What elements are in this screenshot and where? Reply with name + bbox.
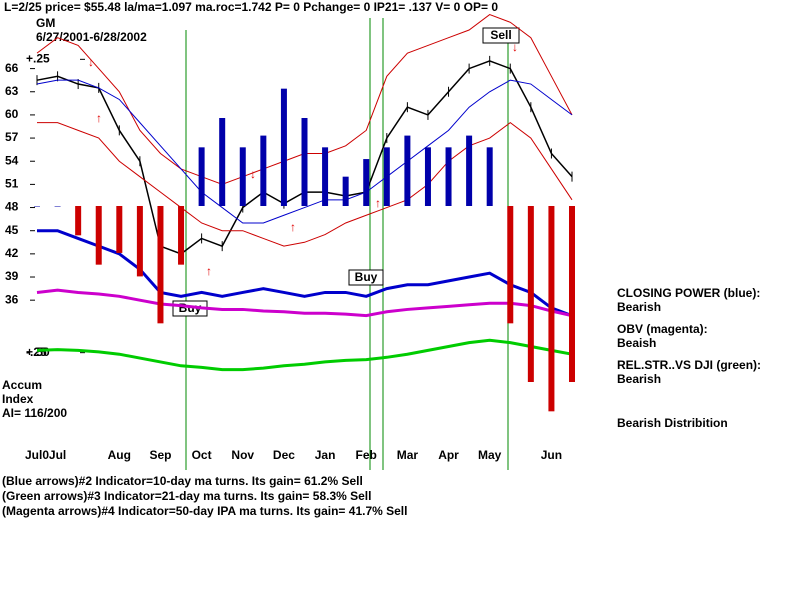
- x-tick-label: Sep: [149, 448, 171, 462]
- y-tick-label: 63: [5, 84, 19, 98]
- accum-label: Index: [2, 392, 34, 406]
- accum-bar: [116, 206, 123, 253]
- y-tick-label: 45: [5, 223, 19, 237]
- accum-bar: [34, 206, 40, 207]
- accum-bar: [445, 147, 452, 206]
- signal-box: [348, 269, 384, 286]
- accum-bar: [404, 135, 411, 206]
- accum-bar: [486, 147, 493, 206]
- accum-bar: [424, 147, 431, 206]
- x-tick-label: Jun: [541, 448, 562, 462]
- arrow: ↓: [512, 40, 518, 54]
- y-tick-label: 54: [5, 153, 19, 167]
- accum-bar: [569, 206, 575, 382]
- accum-bar: [322, 147, 329, 206]
- header-line: L=2/25 price= $55.48 la/ma=1.097 ma.roc=…: [4, 0, 498, 14]
- accum-bar: [548, 206, 555, 412]
- legend-entry: REL.STR..VS DJI (green):: [617, 358, 761, 372]
- series-line: [37, 229, 573, 318]
- arrow: ↓: [250, 167, 256, 181]
- series-line: [36, 288, 573, 318]
- x-tick-label: Dec: [273, 448, 295, 462]
- arrow: ↑: [290, 220, 296, 234]
- y-tick-label: 57: [5, 130, 19, 144]
- arrow: ↑: [96, 111, 102, 125]
- legend-entry: OBV (magenta):: [617, 322, 708, 336]
- footer-line: (Magenta arrows)#4 Indicator=50-day IPA …: [2, 504, 407, 518]
- signal-lines: [185, 18, 509, 470]
- accum-bar: [383, 147, 390, 206]
- accum-bar: [178, 206, 185, 265]
- legend-entry: CLOSING POWER (blue):: [617, 286, 760, 300]
- series-line: [36, 338, 573, 372]
- arrow: ↑: [375, 196, 381, 210]
- accum-bar: [239, 147, 246, 206]
- accum-bar: [527, 206, 534, 382]
- legend-status: Bearish: [617, 300, 661, 314]
- accum-bar: [95, 206, 102, 265]
- series-line: [37, 122, 573, 247]
- y-tick-label: 48: [5, 200, 19, 214]
- y2-tick-label: +.25: [26, 52, 50, 66]
- x-tick-label: Oct: [192, 448, 212, 462]
- accum-bar: [54, 206, 61, 207]
- x-tick-label: Jan: [315, 448, 336, 462]
- accum-bar: [219, 118, 226, 206]
- accum-bar: [342, 176, 349, 206]
- y-tick-label: 66: [5, 61, 19, 75]
- accum-bar: [198, 147, 205, 206]
- accum-bar: [260, 135, 267, 206]
- signal-label: Buy: [355, 270, 378, 284]
- accum-bar: [363, 159, 370, 206]
- accum-bar: [280, 88, 287, 206]
- legend-status: Bearish: [617, 372, 661, 386]
- symbol: GM: [36, 16, 55, 30]
- x-tick-label: Jul0: [25, 448, 49, 462]
- x-tick-label: May: [478, 448, 502, 462]
- x-tick-label: Mar: [397, 448, 419, 462]
- accum-label: AI= 116/200: [2, 406, 67, 420]
- y2-tick-label: -.25: [26, 345, 47, 359]
- legend-status: Beaish: [617, 336, 656, 350]
- y-tick-label: 42: [5, 246, 19, 260]
- accum-bar: [301, 118, 308, 206]
- accum-bar: [466, 135, 473, 206]
- arrow: ↑: [206, 264, 212, 278]
- accum-bar: [75, 206, 82, 236]
- arrows: ↓ ↑ ↑ ↓ ↑ ↑ ↓: [88, 40, 518, 278]
- distribution: Bearish Distribition: [617, 416, 728, 430]
- x-tick-label: Apr: [438, 448, 459, 462]
- y-tick-label: 36: [5, 292, 19, 306]
- accum-bar: [157, 206, 164, 324]
- footer-line: (Blue arrows)#2 Indicator=10-day ma turn…: [2, 474, 363, 488]
- accum-bar: [136, 206, 143, 277]
- footer-line: (Green arrows)#3 Indicator=21-day ma tur…: [2, 489, 371, 503]
- signal-box: [482, 27, 520, 44]
- x-tick-label: Aug: [108, 448, 131, 462]
- y-tick-label: 39: [5, 269, 19, 283]
- x-tick-label: Feb: [356, 448, 377, 462]
- arrow: ↓: [88, 55, 94, 69]
- signal-label: Sell: [490, 28, 511, 42]
- series-line: [36, 79, 573, 224]
- x-tick-label: Jul: [49, 448, 66, 462]
- date-range: 6/27/2001-6/28/2002: [36, 30, 147, 44]
- y-tick-label: 60: [5, 107, 19, 121]
- y-tick-label: 51: [5, 177, 19, 191]
- x-tick-label: Nov: [231, 448, 254, 462]
- accum-bar: [507, 206, 514, 324]
- accum-label: Accum: [2, 378, 42, 392]
